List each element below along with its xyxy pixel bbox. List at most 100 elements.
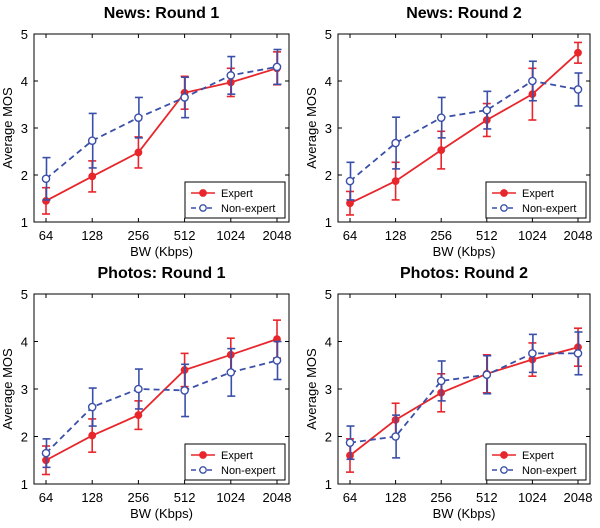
x-tick-label: 128 <box>81 228 103 243</box>
data-point <box>391 432 400 441</box>
chart-title: Photos: Round 1 <box>98 265 226 282</box>
legend-label: Expert <box>221 450 253 462</box>
data-point <box>134 384 143 394</box>
x-tick-label: 64 <box>39 228 53 243</box>
data-point <box>436 113 446 122</box>
chart-panel-3: Photos: Round 1 1 2 3 4 5 64 128 256 512 1024 2048 B… <box>0 265 291 521</box>
legend-label: Non-expert <box>522 203 576 215</box>
y-tick-label: 2 <box>21 168 28 183</box>
data-point <box>574 48 582 57</box>
data-point <box>180 93 189 102</box>
y-tick-label: 3 <box>325 382 332 397</box>
y-tick-label: 4 <box>21 74 28 89</box>
data-point <box>528 76 537 86</box>
x-tick-label: 512 <box>476 490 498 505</box>
series-line <box>349 52 579 205</box>
chart-title: News: Round 1 <box>104 5 220 22</box>
x-axis-label: BW (Kbps) <box>130 244 193 259</box>
legend: Expert Non-expert <box>485 443 587 481</box>
data-point <box>41 174 51 184</box>
data-point <box>437 146 446 154</box>
data-point <box>345 438 355 447</box>
data-point <box>134 113 143 122</box>
legend-marker <box>199 451 207 459</box>
data-point <box>391 138 400 148</box>
data-point <box>573 85 583 94</box>
legend: Expert Non-expert <box>184 181 286 219</box>
series-line <box>349 352 578 444</box>
data-point <box>436 376 446 386</box>
chart-title: News: Round 2 <box>406 5 522 22</box>
legend-box <box>485 443 587 481</box>
x-tick-label: 256 <box>128 228 150 243</box>
legend-marker <box>199 204 207 212</box>
legend-marker <box>500 451 508 459</box>
series-line <box>45 359 278 454</box>
data-point <box>88 431 97 440</box>
data-point <box>528 349 537 358</box>
y-tick-label: 2 <box>21 430 28 445</box>
legend-label: Non-expert <box>522 465 576 477</box>
x-tick-label: 512 <box>174 228 196 243</box>
legend-label: Expert <box>221 188 253 200</box>
legend: Expert Non-expert <box>485 181 587 219</box>
data-point <box>482 370 492 380</box>
data-point <box>88 172 97 181</box>
y-tick-label: 1 <box>325 215 332 230</box>
y-axis-label: Average MOS <box>0 348 15 430</box>
x-tick-label: 64 <box>39 490 53 505</box>
y-tick-label: 1 <box>21 215 28 230</box>
legend: Expert Non-expert <box>184 443 286 481</box>
y-tick-label: 3 <box>21 121 28 136</box>
x-axis-label: BW (Kbps) <box>433 506 496 521</box>
data-point <box>345 176 355 186</box>
y-tick-label: 5 <box>21 287 28 302</box>
data-point <box>391 177 400 186</box>
series-non-expert <box>345 60 583 201</box>
data-point <box>41 448 51 458</box>
series-line <box>45 338 278 462</box>
x-tick-label: 256 <box>430 490 452 505</box>
legend-marker <box>500 189 508 197</box>
y-tick-label: 1 <box>21 477 28 492</box>
data-point <box>134 411 143 420</box>
x-tick-label: 2048 <box>564 490 593 505</box>
legend-marker <box>199 189 207 197</box>
legend-label: Non-expert <box>221 203 275 215</box>
x-tick-label: 64 <box>343 228 357 243</box>
y-tick-label: 4 <box>325 335 332 350</box>
x-tick-label: 128 <box>81 490 103 505</box>
x-tick-label: 1024 <box>518 490 547 505</box>
x-tick-label: 256 <box>128 490 150 505</box>
data-point <box>226 368 236 377</box>
data-point <box>573 349 583 358</box>
series-non-expert <box>41 48 282 201</box>
series-line <box>45 67 278 202</box>
data-point <box>87 402 97 412</box>
y-tick-label: 1 <box>325 477 332 492</box>
data-point <box>87 136 97 145</box>
data-point <box>226 71 236 80</box>
legend-marker <box>199 466 207 474</box>
y-tick-label: 5 <box>325 287 332 302</box>
y-axis-label: Average MOS <box>304 87 319 169</box>
legend-label: Expert <box>522 450 554 462</box>
data-point <box>180 386 189 395</box>
y-tick-label: 2 <box>325 168 332 183</box>
x-tick-label: 512 <box>174 490 196 505</box>
x-tick-label: 1024 <box>518 228 547 243</box>
legend-box <box>184 443 286 481</box>
data-point <box>272 62 282 72</box>
data-point <box>134 148 143 157</box>
chart-title: Photos: Round 2 <box>400 265 528 282</box>
y-tick-label: 4 <box>325 74 332 89</box>
x-tick-label: 2048 <box>263 490 292 505</box>
y-axis-label: Average MOS <box>304 348 319 430</box>
data-point <box>482 105 492 115</box>
legend-label: Expert <box>522 188 554 200</box>
series-line <box>45 66 278 180</box>
y-tick-label: 3 <box>325 121 332 136</box>
data-point <box>272 356 282 365</box>
y-tick-label: 5 <box>21 27 28 42</box>
legend-marker <box>500 466 508 474</box>
